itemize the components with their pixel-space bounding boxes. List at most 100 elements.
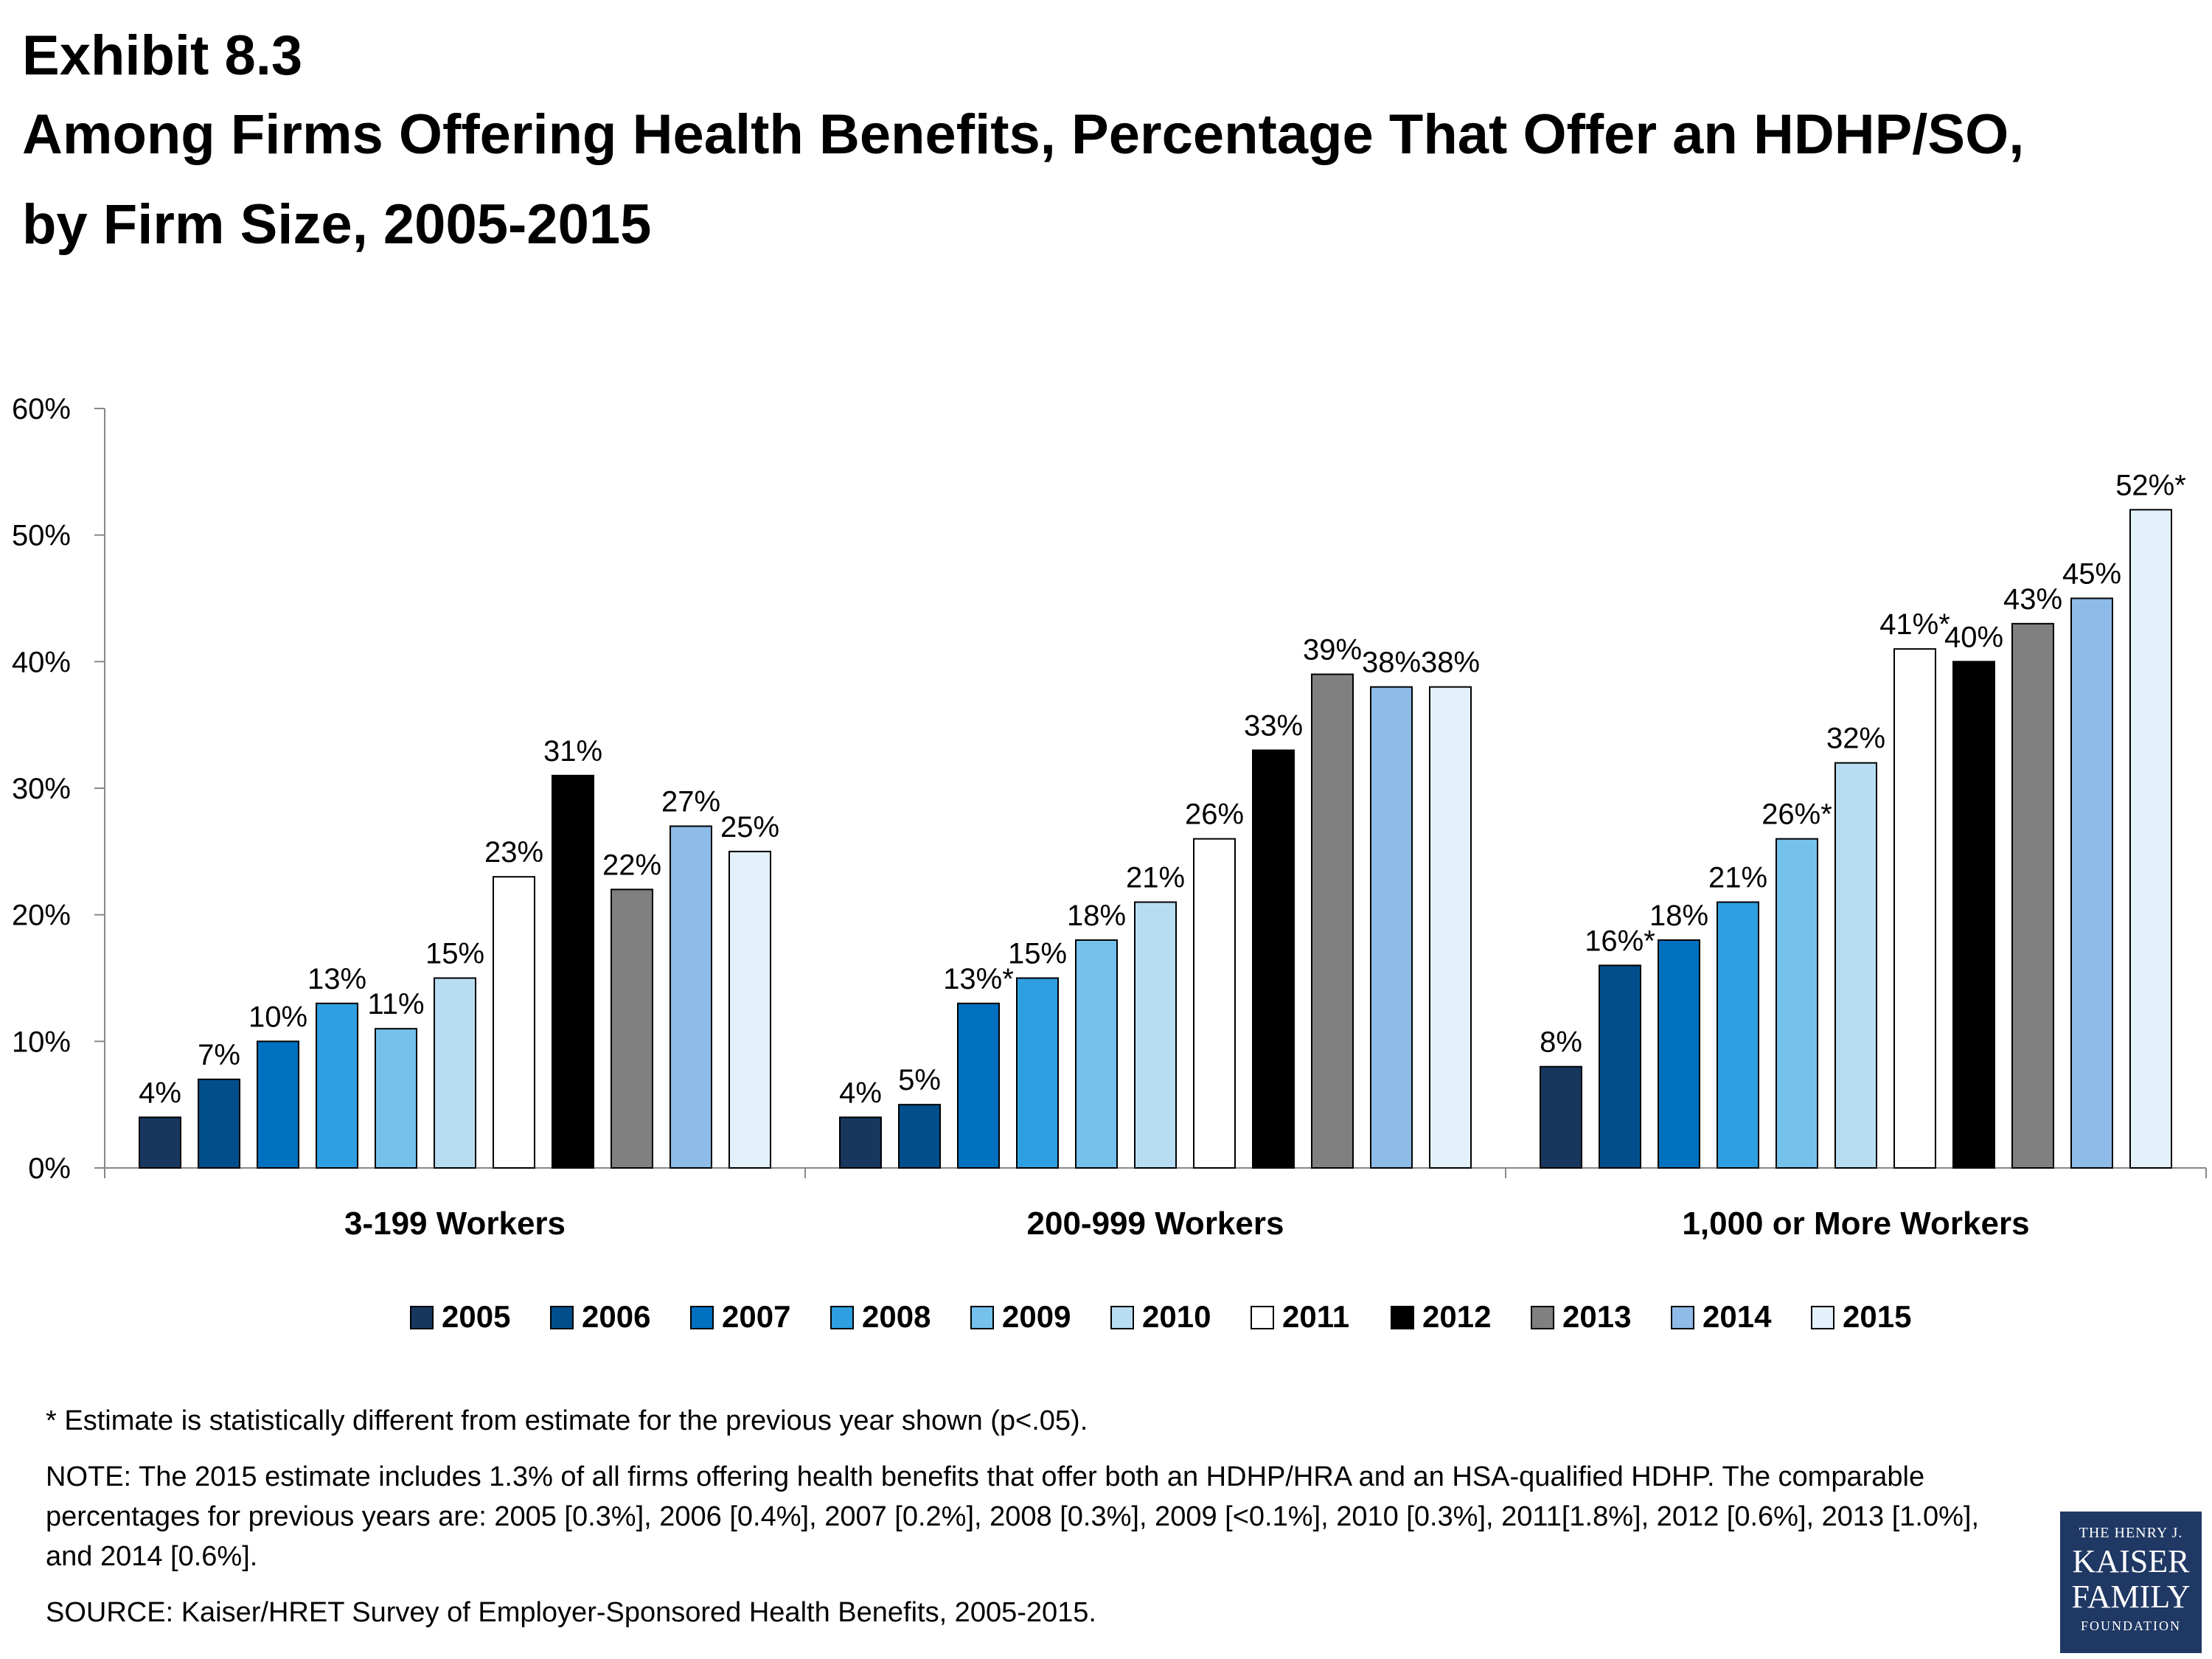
legend-label: 2009: [1002, 1299, 1071, 1334]
bar: [669, 825, 712, 1169]
bar-data-label: 27%: [661, 786, 720, 818]
bar: [1429, 686, 1472, 1169]
legend-swatch: [970, 1306, 994, 1329]
bar: [139, 1116, 181, 1169]
bar-data-label: 32%: [1826, 723, 1885, 755]
legend-swatch: [1110, 1306, 1134, 1329]
logo-line-3: FAMILY: [2071, 1579, 2191, 1615]
note-text: NOTE: The 2015 estimate includes 1.3% of…: [46, 1461, 1979, 1572]
bar-data-label: 38%: [1421, 647, 1480, 679]
bar-data-label: 31%: [543, 735, 602, 768]
bar: [1717, 901, 1759, 1169]
logo-line-1: THE HENRY J.: [2079, 1525, 2183, 1541]
legend-label: 2012: [1422, 1299, 1491, 1334]
legend-label: 2008: [862, 1299, 931, 1334]
logo-line-2: KAISER: [2072, 1543, 2190, 1579]
bar: [1252, 749, 1295, 1169]
logo-line-4: FOUNDATION: [2081, 1618, 2181, 1633]
bar: [728, 850, 771, 1169]
legend-label: 2007: [722, 1299, 790, 1334]
legend-swatch: [690, 1306, 714, 1329]
bar-data-label: 38%: [1362, 647, 1421, 679]
legend-label: 2010: [1142, 1299, 1211, 1334]
bar-data-label: 41%*: [1879, 608, 1950, 641]
footnotes: * Estimate is statistically different fr…: [46, 1401, 2022, 1649]
bar-data-label: 18%: [1067, 900, 1126, 932]
y-tick-label: 60%: [12, 393, 71, 425]
bar-chart: 0% 10% 20% 30% 40% 50% 60% 3-199 Workers 200-999…: [12, 393, 2207, 1334]
legend-swatch: [410, 1306, 434, 1329]
y-tick-label: 50%: [12, 520, 71, 552]
bar-data-label: 7%: [198, 1039, 240, 1071]
legend-label: 2015: [1843, 1299, 1911, 1334]
bar-data-label: 21%: [1126, 862, 1185, 894]
bar: [1134, 901, 1177, 1169]
bar: [1311, 673, 1354, 1169]
bar-data-label: 26%: [1185, 799, 1244, 831]
y-tick-label: 30%: [12, 773, 71, 805]
bar-data-label: 8%: [1540, 1026, 1582, 1059]
bar: [839, 1116, 882, 1169]
bar: [198, 1078, 240, 1169]
bar: [1540, 1065, 1582, 1169]
y-tick-label: 20%: [12, 900, 71, 932]
bar: [316, 1002, 358, 1169]
bar-data-label: 45%: [2062, 558, 2121, 591]
legend-swatch: [1531, 1306, 1554, 1329]
bar: [2011, 622, 2054, 1169]
exhibit-number: Exhibit 8.3: [22, 24, 303, 87]
bar-data-label: 10%: [248, 1001, 307, 1033]
bar-data-label: 21%: [1708, 862, 1767, 894]
title-block: Exhibit 8.3 Among Firms Offering Health …: [22, 22, 2190, 270]
bar: [1075, 939, 1118, 1169]
chart-bars: [139, 509, 2172, 1169]
bar-data-label: 26%*: [1761, 799, 1832, 831]
bar: [257, 1040, 299, 1169]
bar: [1952, 661, 1995, 1169]
legend-swatch: [1811, 1306, 1834, 1329]
legend-swatch: [1671, 1306, 1694, 1329]
kaiser-family-foundation-logo: THE HENRY J. KAISER FAMILY FOUNDATION: [2060, 1512, 2202, 1653]
bar: [1599, 964, 1641, 1169]
bar: [1370, 686, 1413, 1169]
legend-label: 2005: [442, 1299, 510, 1334]
legend-label: 2013: [1562, 1299, 1631, 1334]
y-tick-label: 10%: [12, 1026, 71, 1058]
bar: [1775, 838, 1818, 1169]
legend-swatch: [550, 1306, 574, 1329]
legend-swatch: [1251, 1306, 1274, 1329]
bar: [434, 977, 476, 1169]
bar: [1193, 838, 1236, 1169]
bar-data-label: 15%: [1008, 938, 1067, 970]
bar-data-label: 18%: [1649, 900, 1708, 932]
y-tick-label: 40%: [12, 646, 71, 678]
bar-data-label: 16%*: [1585, 925, 1655, 957]
bar: [611, 888, 653, 1169]
bar: [957, 1002, 1000, 1169]
legend-label: 2006: [582, 1299, 650, 1334]
legend-label: 2014: [1703, 1299, 1772, 1334]
bar: [898, 1104, 941, 1169]
bar-data-label: 23%: [484, 836, 543, 869]
y-tick-label: 0%: [28, 1152, 71, 1185]
x-category-label: 1,000 or More Workers: [1682, 1206, 2029, 1242]
bar-data-label: 13%*: [943, 963, 1014, 995]
bar-data-label: 22%: [602, 849, 661, 881]
bar-data-label: 39%: [1303, 634, 1362, 667]
bar-data-label: 52%*: [2115, 469, 2186, 501]
bar: [1893, 648, 1936, 1169]
source-text: SOURCE: Kaiser/HRET Survey of Employer-S…: [46, 1597, 1096, 1628]
bar: [375, 1028, 417, 1169]
asterisk-note: * Estimate is statistically different fr…: [46, 1405, 1088, 1436]
bar: [1016, 977, 1059, 1169]
legend-label: 2011: [1282, 1299, 1349, 1334]
x-category-label: 3-199 Workers: [344, 1206, 566, 1242]
bar-data-label: 4%: [839, 1077, 882, 1109]
legend-swatch: [1391, 1306, 1414, 1329]
bar-data-label: 15%: [425, 938, 484, 970]
chart-data-labels: 4%7%10%13%11%15%23%31%22%27%25%4% 5%13%*1…: [139, 469, 2186, 1109]
bar-data-label: 40%: [1944, 621, 2003, 653]
bar: [1658, 939, 1700, 1169]
x-category-label: 200-999 Workers: [1027, 1206, 1284, 1242]
bar-data-label: 5%: [898, 1064, 941, 1096]
